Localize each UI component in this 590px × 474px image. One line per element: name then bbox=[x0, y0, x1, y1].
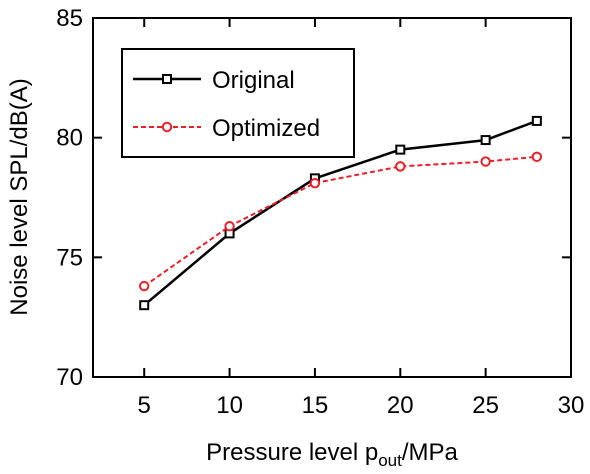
legend-marker-optimized bbox=[161, 121, 173, 133]
data-point-optimized bbox=[309, 177, 321, 189]
data-point-optimized bbox=[531, 151, 543, 163]
data-point-optimized bbox=[224, 221, 235, 232]
data-point-optimized bbox=[395, 161, 406, 172]
data-point-optimized bbox=[480, 156, 491, 167]
y-tick-label: 75 bbox=[56, 244, 83, 271]
x-tick-label: 5 bbox=[138, 392, 151, 419]
x-axis-label: Pressure level pout/MPa bbox=[206, 439, 458, 470]
data-point-original bbox=[139, 300, 150, 311]
legend-label-optimized: Optimized bbox=[212, 115, 320, 142]
x-tick-label: 10 bbox=[216, 392, 243, 419]
series-line-original bbox=[143, 119, 538, 307]
legend-marker-original bbox=[162, 74, 172, 84]
y-tick-label: 80 bbox=[56, 125, 83, 152]
x-tick-label: 30 bbox=[558, 392, 585, 419]
data-point-original bbox=[531, 115, 542, 126]
x-tick-label: 20 bbox=[387, 392, 414, 419]
plot-frame bbox=[92, 17, 572, 378]
y-tick-label: 70 bbox=[56, 364, 83, 391]
data-point-optimized bbox=[139, 280, 150, 292]
x-tick-label: 15 bbox=[302, 392, 329, 419]
x-tick-label: 25 bbox=[472, 392, 499, 419]
legend: Original Optimized bbox=[121, 48, 355, 158]
series-line-optimized bbox=[143, 155, 537, 287]
y-tick-label: 85 bbox=[56, 5, 83, 32]
data-point-original bbox=[480, 135, 491, 146]
y-axis-label: Noise level SPL/dB(A) bbox=[6, 78, 33, 315]
legend-box bbox=[121, 48, 355, 158]
legend-label-original: Original bbox=[212, 67, 295, 94]
data-point-original bbox=[395, 144, 406, 155]
